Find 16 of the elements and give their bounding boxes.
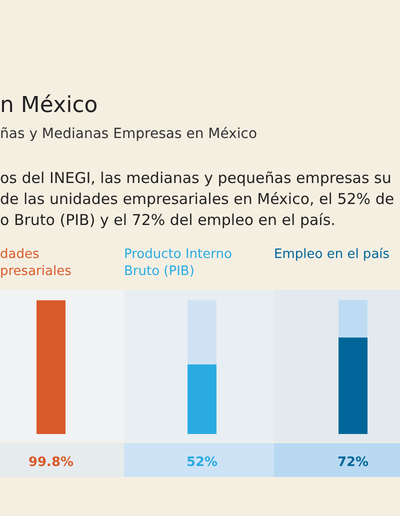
bar (36, 300, 66, 434)
data-label: 52% (186, 455, 218, 470)
bar (188, 300, 216, 364)
data-label: 99.8% (28, 455, 74, 470)
data-label: 72% (337, 455, 369, 470)
text: os del INEGI, las medianas y pequeñas empresas su (0, 169, 392, 187)
chart-title: n México (0, 93, 98, 118)
text: de las unidades empresariales en México, el 52% de (0, 190, 394, 208)
x-tick-label: dades presariales (0, 247, 72, 279)
x-tick-label: Empleo en el país (274, 247, 390, 262)
x-tick-label: Producto Interno Bruto (PIB) (124, 247, 232, 279)
bar (338, 338, 368, 434)
chart-subtitle: ñas y Medianas Empresas en México (0, 126, 258, 142)
text: o Bruto (PIB) y el 72% del empleo en el país. (0, 211, 336, 229)
bar (188, 364, 216, 434)
bar (338, 300, 368, 338)
